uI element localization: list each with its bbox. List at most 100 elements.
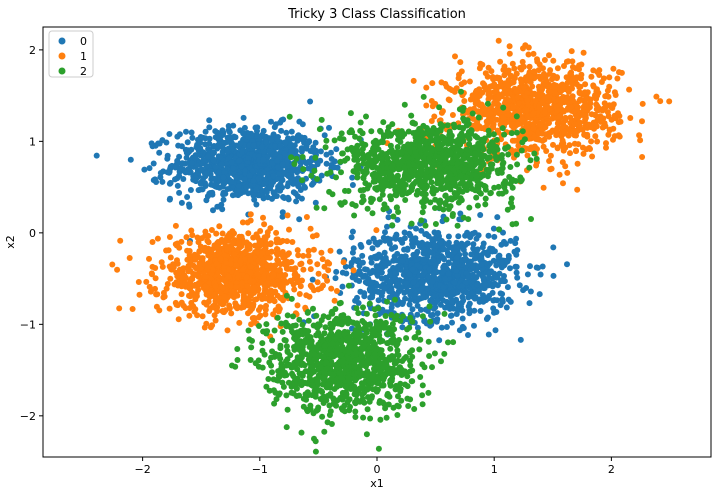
data-point bbox=[284, 183, 291, 190]
data-point bbox=[274, 164, 281, 171]
data-point bbox=[286, 113, 293, 120]
data-point bbox=[550, 57, 557, 64]
data-point bbox=[270, 172, 277, 179]
data-point bbox=[212, 164, 219, 170]
data-point bbox=[556, 113, 563, 120]
data-point bbox=[268, 136, 275, 143]
data-point bbox=[165, 247, 172, 254]
data-point bbox=[227, 134, 234, 141]
data-point bbox=[397, 236, 404, 243]
data-point bbox=[457, 59, 464, 66]
data-point bbox=[204, 153, 211, 160]
data-point bbox=[214, 129, 221, 136]
data-point bbox=[418, 278, 425, 285]
data-point bbox=[219, 308, 226, 314]
data-point bbox=[523, 107, 530, 114]
data-point bbox=[382, 237, 389, 244]
data-point bbox=[188, 227, 195, 234]
data-point bbox=[463, 174, 470, 181]
data-point bbox=[349, 249, 356, 256]
data-point bbox=[154, 235, 161, 242]
data-point bbox=[453, 268, 460, 274]
data-point bbox=[513, 263, 520, 270]
data-point bbox=[320, 282, 326, 289]
data-point bbox=[414, 262, 421, 269]
points-layer bbox=[93, 37, 673, 455]
data-point bbox=[410, 77, 417, 84]
data-point bbox=[434, 310, 441, 317]
data-point bbox=[466, 157, 473, 163]
data-point bbox=[428, 166, 435, 173]
data-point bbox=[409, 306, 416, 313]
data-point bbox=[524, 124, 531, 131]
data-point bbox=[482, 70, 489, 77]
data-point bbox=[429, 278, 436, 285]
data-point bbox=[386, 240, 393, 247]
data-point bbox=[556, 171, 563, 178]
data-point bbox=[337, 200, 344, 207]
data-point bbox=[576, 62, 583, 69]
data-point bbox=[560, 108, 567, 115]
data-point bbox=[189, 291, 196, 298]
data-point bbox=[488, 247, 495, 254]
data-point bbox=[549, 76, 555, 83]
data-point bbox=[473, 194, 480, 201]
data-point bbox=[447, 195, 454, 202]
data-point bbox=[318, 249, 325, 256]
data-point bbox=[472, 144, 478, 151]
data-point bbox=[525, 44, 532, 51]
data-point bbox=[483, 316, 490, 322]
data-point bbox=[186, 201, 192, 208]
data-point bbox=[387, 236, 394, 243]
data-point bbox=[505, 82, 512, 89]
data-point bbox=[141, 166, 148, 173]
data-point bbox=[550, 83, 557, 90]
data-point bbox=[469, 263, 476, 270]
data-point bbox=[588, 138, 595, 145]
data-point bbox=[93, 152, 100, 159]
data-point bbox=[422, 222, 429, 229]
data-point bbox=[466, 310, 473, 317]
data-point bbox=[326, 188, 333, 195]
data-point bbox=[566, 142, 573, 149]
data-point bbox=[498, 169, 505, 176]
data-point bbox=[477, 308, 484, 314]
data-point bbox=[178, 291, 185, 298]
data-point bbox=[626, 86, 633, 93]
data-point bbox=[469, 271, 476, 278]
data-point bbox=[201, 245, 208, 252]
data-point bbox=[187, 187, 194, 193]
data-point bbox=[353, 163, 360, 170]
data-point bbox=[245, 190, 252, 197]
data-point bbox=[339, 150, 346, 157]
data-point bbox=[295, 252, 302, 259]
data-point bbox=[303, 214, 310, 220]
data-point bbox=[462, 255, 469, 262]
data-point bbox=[471, 307, 478, 314]
data-point bbox=[548, 165, 555, 172]
data-point bbox=[369, 245, 376, 252]
data-point bbox=[149, 271, 155, 278]
data-point bbox=[584, 133, 591, 140]
data-point bbox=[380, 206, 387, 213]
data-point bbox=[420, 293, 427, 300]
data-point bbox=[373, 282, 380, 289]
data-point bbox=[592, 133, 599, 140]
data-point bbox=[186, 240, 193, 247]
data-point bbox=[472, 89, 479, 96]
data-point bbox=[310, 180, 317, 187]
data-point bbox=[399, 258, 406, 265]
data-point bbox=[422, 231, 429, 238]
data-point bbox=[296, 291, 303, 297]
data-point bbox=[299, 154, 306, 160]
data-point bbox=[325, 267, 332, 274]
data-point bbox=[553, 127, 560, 133]
data-point bbox=[333, 174, 339, 181]
data-point bbox=[574, 186, 581, 193]
data-point bbox=[557, 87, 564, 93]
data-point bbox=[497, 58, 504, 65]
data-point bbox=[513, 113, 520, 120]
data-point bbox=[183, 149, 190, 156]
data-point bbox=[173, 301, 180, 308]
